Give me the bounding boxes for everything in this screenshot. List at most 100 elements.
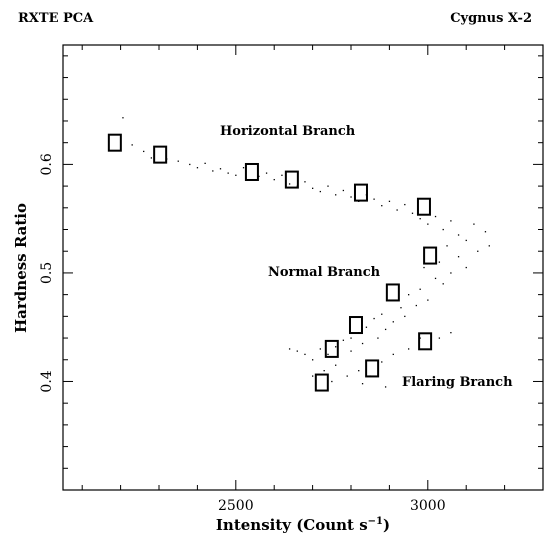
- box-marker: [416, 197, 431, 216]
- dot: [365, 326, 368, 328]
- x-tick-label: 3000: [410, 498, 446, 514]
- box-marker: [353, 183, 368, 202]
- dot: [288, 348, 291, 350]
- title-right: Cygnus X-2: [450, 11, 532, 26]
- dot: [419, 337, 421, 339]
- x-axis-label-sup: −1: [368, 516, 383, 527]
- dot: [189, 163, 191, 166]
- dot: [296, 350, 298, 352]
- dot: [166, 158, 168, 160]
- plot-frame: [62, 44, 544, 491]
- dot: [369, 375, 371, 377]
- box-marker: [365, 359, 380, 378]
- dot: [265, 172, 268, 174]
- dot: [312, 359, 314, 361]
- dot: [342, 189, 345, 192]
- y-tick-label: 0.6: [39, 153, 55, 175]
- dot: [327, 353, 329, 356]
- dot: [331, 380, 333, 383]
- dot: [327, 185, 329, 187]
- dot: [457, 234, 460, 236]
- dot: [450, 272, 452, 274]
- dot: [488, 245, 490, 247]
- dot: [227, 172, 229, 174]
- dot: [122, 117, 124, 119]
- dot: [365, 194, 368, 196]
- dot: [442, 228, 444, 231]
- dot: [242, 167, 245, 169]
- dot: [358, 200, 360, 202]
- x-axis-label: Intensity (Count s−1): [216, 516, 390, 534]
- dot: [392, 353, 394, 356]
- dot: [312, 187, 314, 189]
- dot: [335, 346, 337, 348]
- dot: [415, 304, 417, 307]
- dot: [427, 299, 429, 301]
- dot: [442, 283, 444, 285]
- dot: [304, 181, 306, 183]
- dot: [465, 266, 467, 269]
- dot: [361, 383, 364, 385]
- dot: [304, 353, 306, 356]
- dot: [177, 160, 179, 162]
- box-marker: [423, 246, 438, 265]
- dot: [335, 364, 337, 366]
- dot: [408, 348, 410, 350]
- dot: [335, 194, 337, 196]
- box-marker: [418, 332, 433, 351]
- dot: [484, 231, 487, 233]
- dot: [319, 348, 321, 350]
- box-marker: [324, 339, 339, 358]
- dot: [419, 218, 421, 220]
- dot: [438, 261, 441, 263]
- dot: [384, 386, 387, 388]
- dot: [427, 223, 429, 225]
- dot: [373, 317, 375, 320]
- dot: [465, 239, 467, 242]
- annotation: Normal Branch: [268, 265, 381, 280]
- dot: [219, 168, 222, 170]
- dot: [361, 342, 364, 345]
- dot: [381, 205, 383, 207]
- dot: [446, 245, 448, 247]
- dot: [419, 288, 421, 290]
- annotation: Horizontal Branch: [220, 124, 356, 139]
- box-marker: [107, 133, 122, 152]
- dot: [212, 170, 214, 172]
- dot: [319, 190, 321, 193]
- dot: [408, 294, 410, 296]
- box-marker: [385, 283, 400, 302]
- dot: [384, 328, 387, 331]
- dot: [358, 370, 360, 372]
- y-tick-label: 0.4: [39, 370, 55, 392]
- dot: [450, 220, 452, 222]
- box-marker: [348, 316, 363, 335]
- dot: [404, 315, 406, 318]
- dot: [381, 361, 383, 363]
- dot: [204, 162, 206, 165]
- dot: [143, 150, 145, 153]
- dot: [358, 332, 360, 334]
- annotation: Flaring Branch: [402, 375, 513, 390]
- title-left: RXTE PCA: [18, 11, 94, 26]
- box-marker: [244, 162, 259, 181]
- dot: [281, 174, 283, 176]
- x-axis-label-text: Intensity (Count s: [216, 516, 368, 534]
- dot: [423, 266, 425, 269]
- dot: [434, 277, 437, 280]
- dot: [400, 307, 402, 309]
- dot: [411, 212, 414, 214]
- dot: [346, 375, 348, 377]
- dot: [288, 183, 291, 185]
- dot: [434, 215, 437, 218]
- dot: [273, 178, 275, 181]
- box-marker: [284, 170, 299, 189]
- dot: [381, 313, 383, 315]
- dot: [392, 321, 394, 323]
- dot: [473, 223, 475, 225]
- x-tick-label: 2500: [218, 498, 254, 514]
- dot: [150, 157, 153, 159]
- dot: [235, 174, 237, 176]
- dot: [350, 350, 352, 352]
